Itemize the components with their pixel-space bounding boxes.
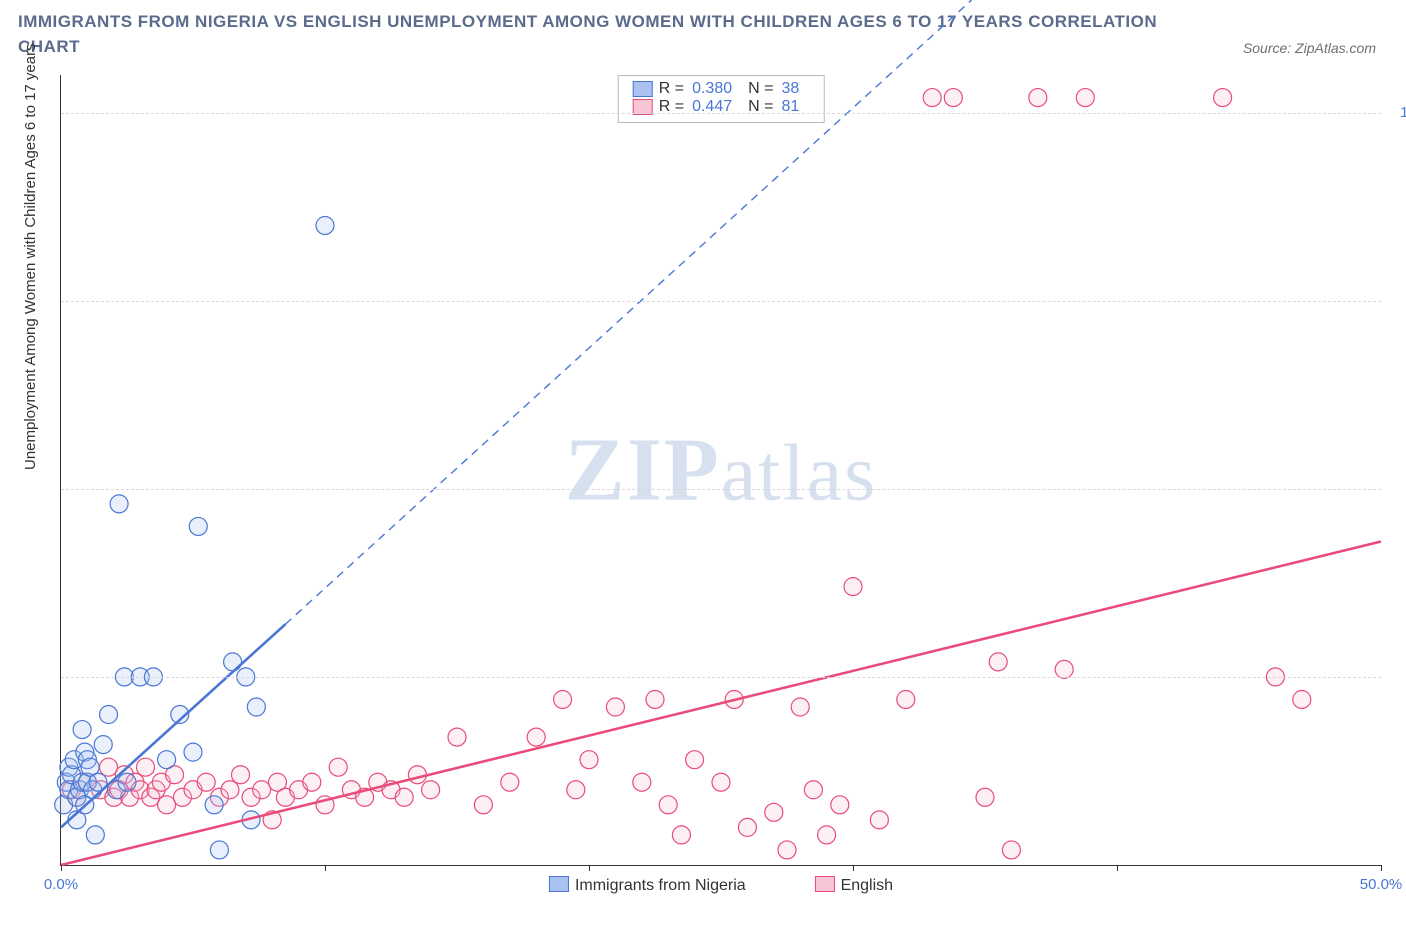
x-tick-mark xyxy=(61,865,62,871)
gridline xyxy=(61,301,1381,302)
legend-label-1: Immigrants from Nigeria xyxy=(575,877,746,894)
legend-label-2: English xyxy=(841,877,893,894)
chart-title: IMMIGRANTS FROM NIGERIA VS ENGLISH UNEMP… xyxy=(18,10,1158,59)
legend-r-value-1: 0.380 xyxy=(692,80,732,98)
x-tick-label: 0.0% xyxy=(44,876,78,893)
x-tick-mark xyxy=(853,865,854,871)
y-tick-label: 100.0% xyxy=(1391,104,1406,121)
legend-swatch-blue xyxy=(549,876,569,892)
gridline xyxy=(61,113,1381,114)
legend-swatch-pink xyxy=(815,876,835,892)
x-tick-mark xyxy=(325,865,326,871)
plot-area: ZIPatlas R = 0.380 N = 38 R = 0.447 N = … xyxy=(60,75,1381,866)
chart-svg xyxy=(61,75,1381,865)
y-axis-label: Unemployment Among Women with Children A… xyxy=(22,43,39,470)
y-tick-label: 75.0% xyxy=(1391,292,1406,309)
x-tick-mark xyxy=(1381,865,1382,871)
legend-n-label: N = xyxy=(748,80,773,98)
x-tick-mark xyxy=(1117,865,1118,871)
legend-r-label: R = xyxy=(659,80,684,98)
legend-n-value-1: 38 xyxy=(781,80,799,98)
y-tick-label: 50.0% xyxy=(1391,480,1406,497)
gridline xyxy=(61,677,1381,678)
legend-swatch-blue xyxy=(633,81,653,97)
chart-source: Source: ZipAtlas.com xyxy=(1243,40,1376,56)
legend-stats: R = 0.380 N = 38 R = 0.447 N = 81 xyxy=(618,75,825,123)
legend-series: Immigrants from Nigeria English xyxy=(549,876,893,895)
x-tick-label: 50.0% xyxy=(1360,876,1403,893)
legend-stats-row-1: R = 0.380 N = 38 xyxy=(633,80,810,98)
y-tick-label: 25.0% xyxy=(1391,668,1406,685)
x-tick-mark xyxy=(589,865,590,871)
gridline xyxy=(61,489,1381,490)
